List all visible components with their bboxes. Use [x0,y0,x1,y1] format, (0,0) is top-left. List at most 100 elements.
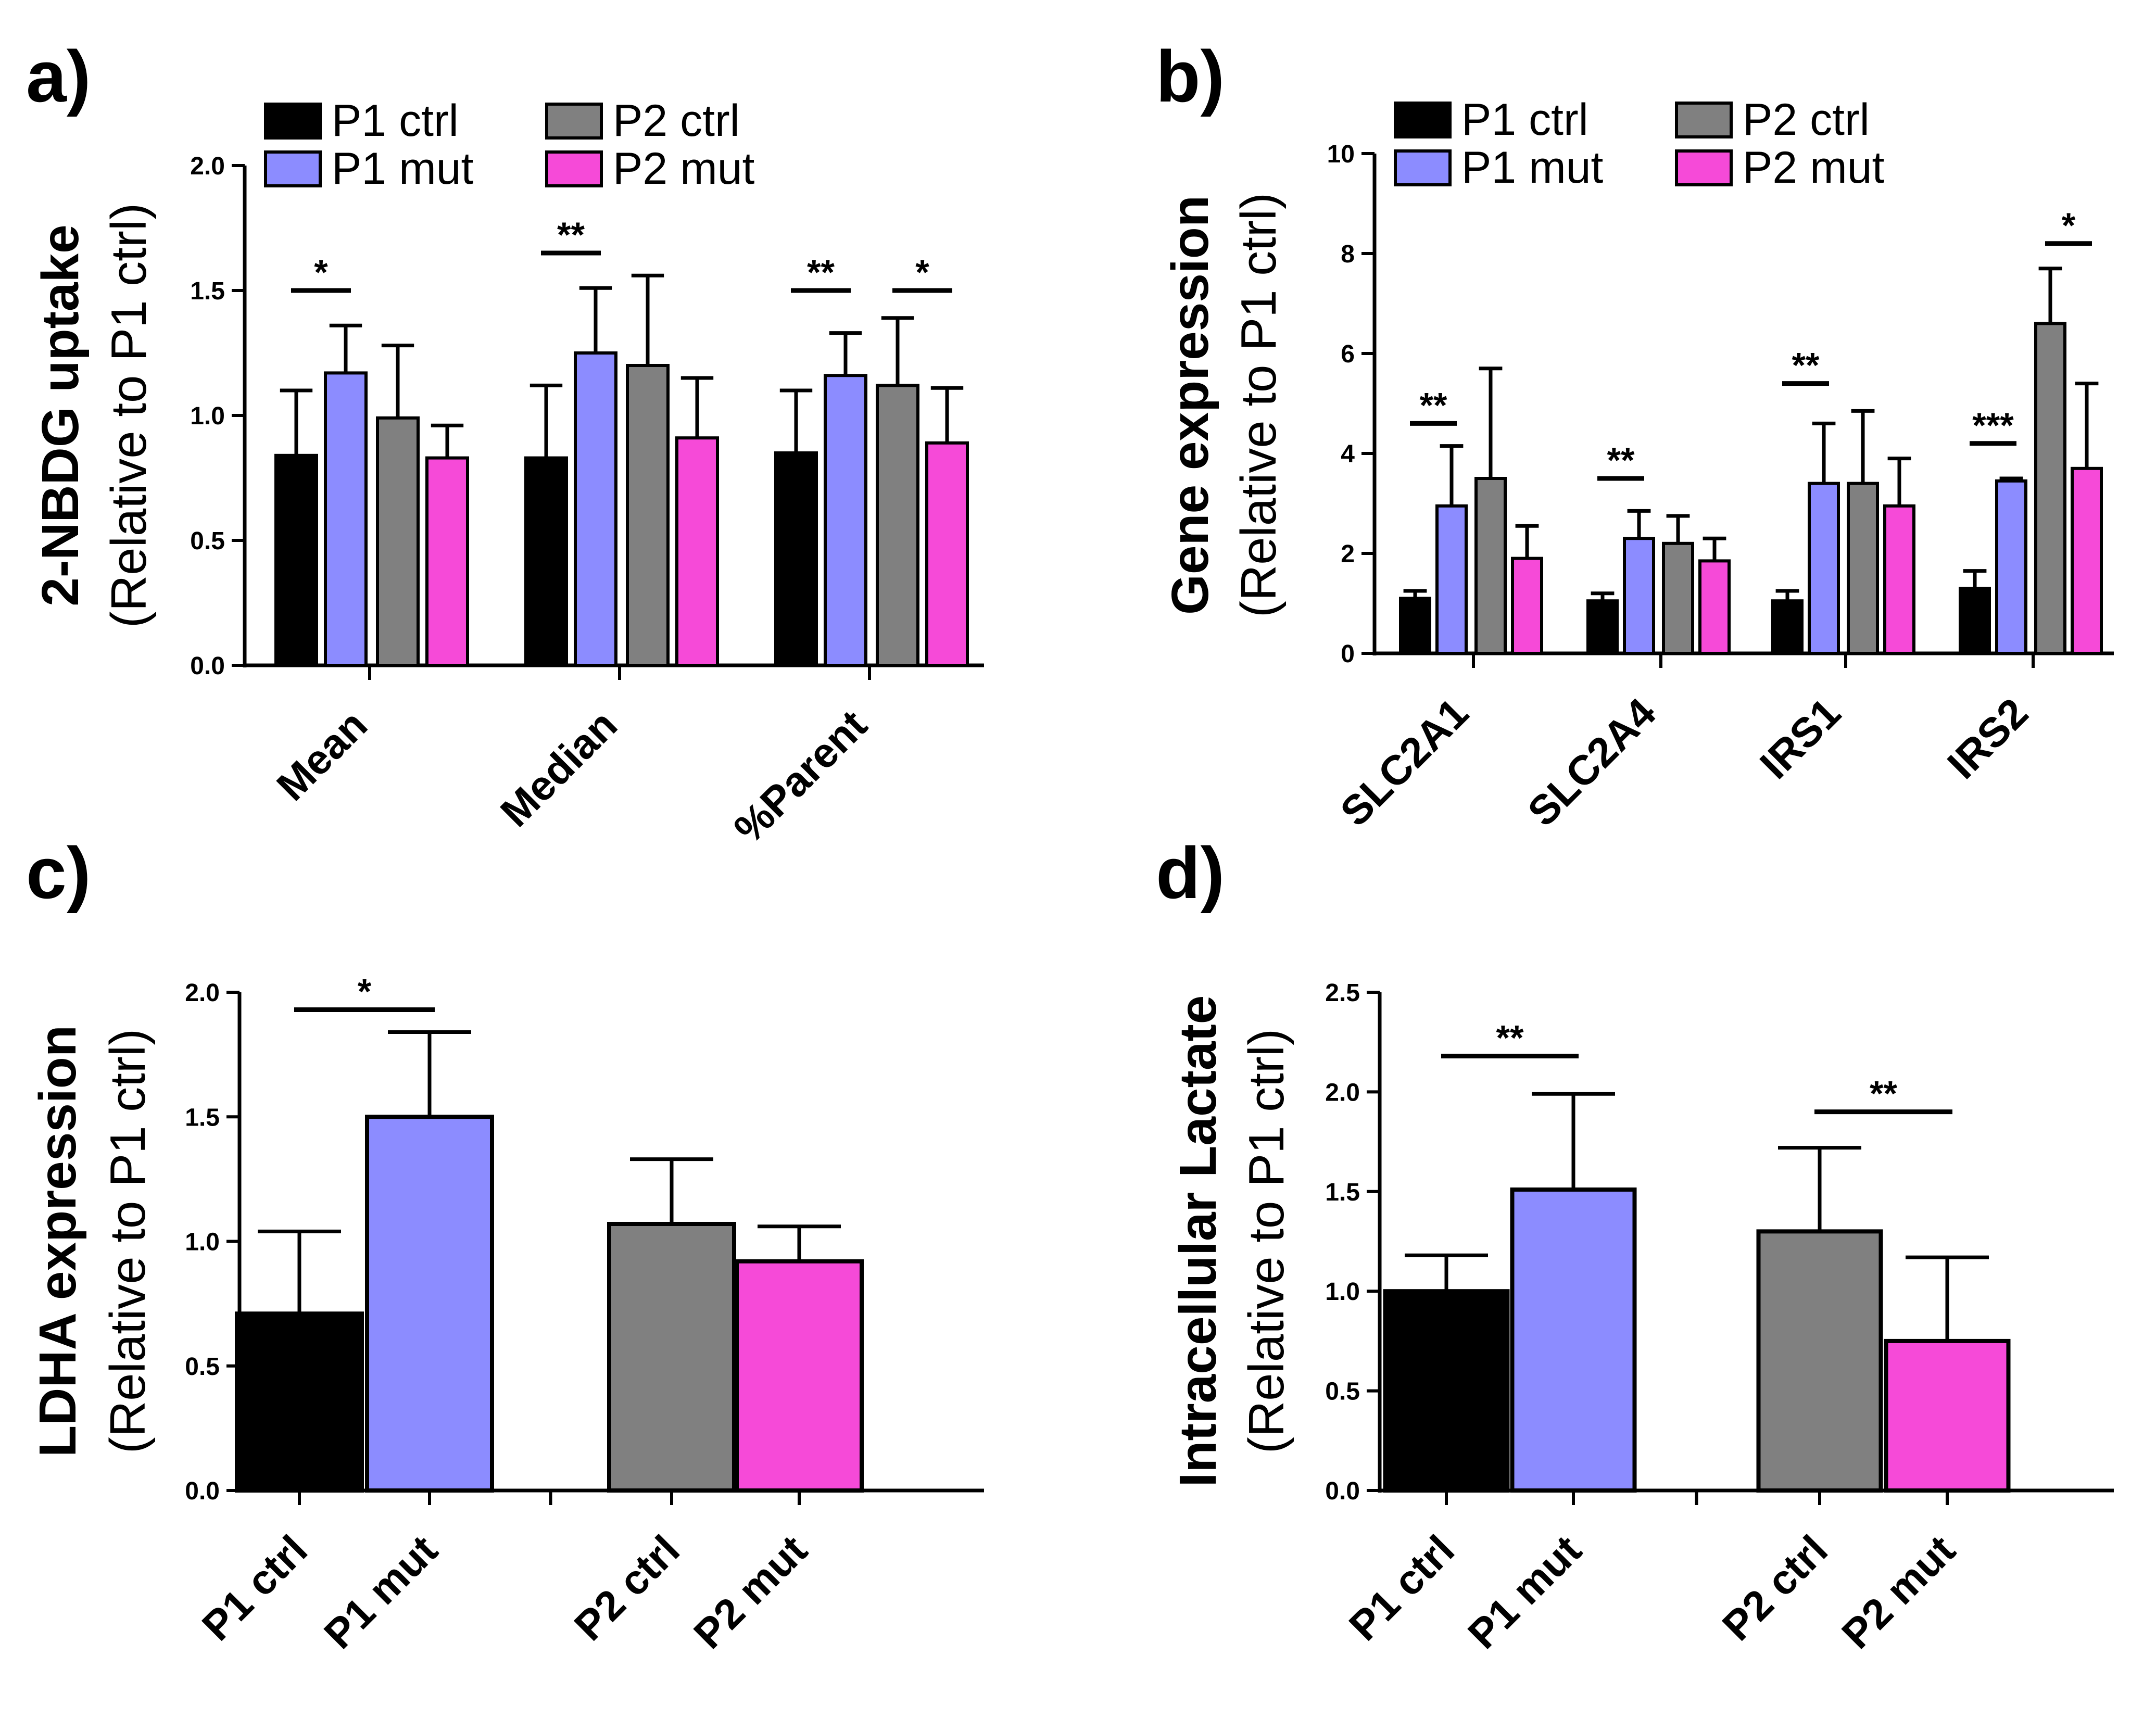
bar [675,436,719,667]
legend-item: P1 ctrl [1394,95,1588,145]
y-tick-label: 1.0 [190,402,225,430]
panel-label: a) [26,35,91,117]
bar [1474,477,1507,655]
panel-label: d) [1156,832,1225,914]
x-tick-label: P1 ctrl [193,1526,316,1649]
y-axis-title: Intracellular Lactate [1169,995,1227,1487]
legend-label: P1 mut [1461,143,1604,193]
significance-label: ** [1420,385,1447,425]
panel-label: b) [1156,35,1225,117]
bar [2034,322,2066,655]
significance-label: ** [807,252,835,292]
significance-label: ** [1496,1018,1524,1057]
bar [1399,597,1431,655]
y-tick-label: 1.0 [1325,1278,1360,1306]
x-tick-label: P1 ctrl [1340,1526,1463,1649]
legend-item: P1 ctrl [264,96,459,146]
y-tick-label: 1.0 [185,1229,220,1256]
y-tick-label: 0.5 [190,527,225,555]
y-tick-label: 2.0 [190,153,225,180]
legend-item: P2 mut [1675,143,1885,193]
panel-c: c) LDHA expression (Relative to P1 ctrl) 0.… [26,832,984,1658]
y-tick-label: 8 [1341,241,1355,268]
y-axis-title: LDHA expression [29,1025,87,1457]
legend-label: P2 mut [1743,143,1885,193]
bar [1662,541,1694,655]
significance-label: ** [1792,346,1820,385]
bar [626,364,670,667]
bar [925,441,969,667]
bar [1959,587,1991,655]
x-tick-label: SLC2A1 [1331,689,1477,835]
x-tick-label: P2 ctrl [565,1526,688,1649]
legend-label: P1 ctrl [332,96,459,146]
legend-label: P1 mut [332,144,474,194]
y-axis-subtitle: (Relative to P1 ctrl) [101,203,157,628]
significance-label: ** [1607,440,1635,480]
panel-label: c) [26,832,91,914]
significance-label: * [314,252,328,292]
bar [1698,559,1731,655]
x-tick-label: P1 mut [315,1526,446,1658]
bar [1847,482,1879,655]
legend-label: P1 ctrl [1461,95,1588,145]
bar [425,456,469,667]
y-tick-label: 1.5 [185,1104,220,1131]
bar [1756,1229,1883,1493]
y-tick-label: 2.0 [1325,1079,1360,1106]
y-tick-label: 2.5 [1325,979,1360,1007]
bar [376,416,420,667]
legend-item: P1 mut [264,144,474,194]
bar [824,374,867,667]
y-tick-label: 10 [1327,141,1355,168]
legend-swatch [1675,102,1733,138]
legend-item: P2 ctrl [545,96,740,146]
bar [235,1311,364,1493]
bar [1771,599,1804,655]
y-tick-label: 4 [1341,440,1355,468]
legend-swatch [1394,149,1452,186]
bar [274,453,318,667]
x-tick-label: %Parent [725,701,876,852]
y-axis-subtitle: (Relative to P1 ctrl) [100,1029,156,1454]
legend-label: P2 mut [613,144,755,194]
legend-swatch [264,103,322,140]
significance-label: ** [557,215,585,255]
panel-b: b) Gene expression (Relative to P1 ctrl) 0 2… [1156,35,2114,835]
y-tick-label: 0.0 [1325,1477,1360,1505]
bar [1511,557,1543,655]
significance-label: ** [1870,1074,1897,1114]
significance-label: * [915,252,929,292]
y-tick-label: 0.0 [190,652,225,680]
legend-item: P2 mut [545,144,755,194]
y-tick-label: 0 [1341,640,1355,668]
y-tick-label: 2 [1341,540,1355,568]
y-axis-title: 2-NBDG uptake [31,224,90,606]
significance-label: * [358,971,372,1011]
bar [1884,1338,2011,1493]
bar [365,1115,494,1493]
x-tick-label: Mean [268,701,376,810]
bar [1623,537,1655,655]
bar [324,371,368,667]
legend-item: P2 ctrl [1675,95,1870,145]
legend-label: P2 ctrl [1743,95,1870,145]
legend-swatch [545,150,603,187]
bar [2071,466,2103,655]
legend-swatch [1675,149,1733,186]
significance-label: * [2062,206,2076,245]
x-tick-label: IRS1 [1751,689,1849,788]
y-axis-subtitle: (Relative to P1 ctrl) [1239,1029,1294,1454]
bar [1586,599,1619,655]
x-tick-label: Median [491,701,626,836]
x-tick-label: P2 mut [1833,1526,1964,1658]
y-tick-label: 1.5 [1325,1179,1360,1206]
legend-swatch [1394,102,1452,138]
x-tick-label: P1 mut [1459,1526,1590,1658]
y-tick-label: 1.5 [190,277,225,305]
x-tick-label: IRS2 [1938,689,2037,788]
bar [1883,504,1915,655]
y-tick-label: 6 [1341,340,1355,368]
bar [735,1259,864,1493]
